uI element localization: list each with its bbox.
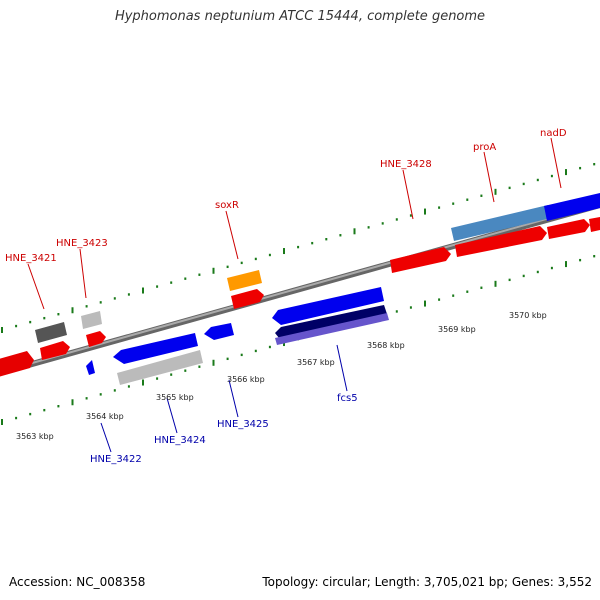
kbp-label-3563: 3563 kbp	[16, 432, 54, 441]
gene-hne-3424-b	[117, 350, 203, 385]
gene-hne-3423	[81, 311, 102, 329]
genome-backbone	[0, 202, 600, 376]
label-nadd: nadD	[540, 128, 567, 139]
gene-hne-3428	[390, 247, 451, 273]
map-title: Hyphomonas neptunium ATCC 15444, complet…	[114, 9, 486, 24]
gene-proa	[451, 205, 551, 241]
forward-strand-genes	[0, 193, 600, 377]
gene-hne-3420	[0, 351, 34, 377]
label-soxr: soxR	[215, 200, 239, 211]
kbp-label-3566: 3566 kbp	[227, 375, 265, 384]
gene-proa-b	[455, 226, 547, 257]
label-proa: proA	[473, 142, 496, 153]
gene-hne-3421	[35, 322, 67, 343]
kbp-labels: 3563 kbp 3564 kbp 3565 kbp 3566 kbp 3567…	[16, 311, 547, 441]
gene-nadd	[544, 193, 600, 221]
gene-hne-3424	[113, 333, 198, 364]
gene-hne-3431	[547, 219, 590, 239]
label-hne-3421: HNE_3421	[5, 253, 57, 264]
gene-hne-3432	[589, 217, 600, 232]
kbp-label-3567: 3567 kbp	[297, 358, 335, 367]
gene-hne-3426	[231, 289, 264, 309]
kbp-label-3569: 3569 kbp	[438, 325, 476, 334]
upper-tick-row	[1, 162, 596, 333]
label-hne-3428: HNE_3428	[380, 159, 432, 170]
forward-gene-labels: HNE_3421 HNE_3423 soxR HNE_3428 proA nad…	[5, 128, 567, 264]
gene-fcs5	[275, 305, 387, 338]
kbp-label-3570: 3570 kbp	[509, 311, 547, 320]
kbp-label-3565: 3565 kbp	[156, 393, 194, 402]
gene-hne-3423-b	[86, 331, 106, 347]
gene-soxr	[227, 270, 262, 291]
gene-hne-3425	[204, 323, 234, 340]
label-hne-3425: HNE_3425	[217, 419, 269, 430]
label-fcs5: fcs5	[337, 393, 358, 404]
kbp-label-3564: 3564 kbp	[86, 412, 124, 421]
gene-hne-3421-b	[40, 341, 70, 360]
genome-summary-text: Topology: circular; Length: 3,705,021 bp…	[262, 575, 592, 589]
gene-fcs5-b	[275, 313, 389, 345]
gene-hne-3422	[86, 360, 95, 375]
gene-hne-3427	[272, 287, 384, 325]
reverse-strand-genes	[86, 287, 389, 385]
reverse-gene-labels: HNE_3422 HNE_3424 HNE_3425 fcs5	[90, 393, 358, 465]
label-hne-3424: HNE_3424	[154, 435, 206, 446]
kbp-label-3568: 3568 kbp	[367, 341, 405, 350]
label-hne-3422: HNE_3422	[90, 454, 142, 465]
accession-text: Accession: NC_008358	[9, 575, 146, 589]
label-leaders	[27, 137, 562, 453]
label-hne-3423: HNE_3423	[56, 238, 108, 249]
